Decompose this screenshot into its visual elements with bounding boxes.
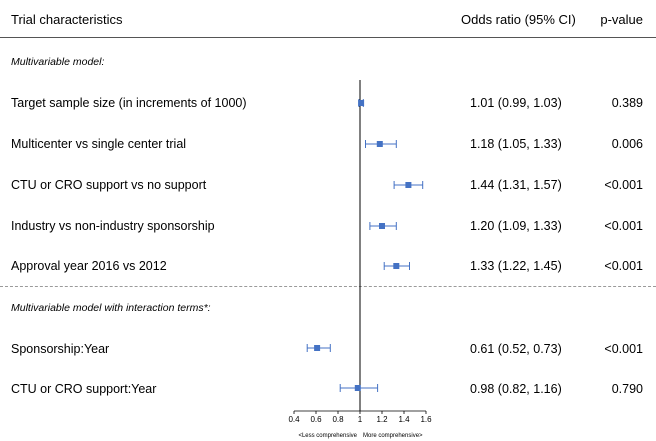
- row-label: CTU or CRO support:Year: [11, 382, 157, 396]
- row-label: Industry vs non-industry sponsorship: [11, 219, 215, 233]
- header-divider: [0, 37, 656, 38]
- x-axis-tick-label: 0.8: [332, 415, 344, 424]
- direction-label-left: <Less comprehensive: [298, 433, 357, 439]
- row-label: Sponsorship:Year: [11, 342, 110, 356]
- section-divider: [0, 286, 656, 287]
- row-p-value: <0.001: [604, 219, 643, 233]
- direction-label-right: More comprehensive>: [363, 433, 423, 439]
- point-estimate: [393, 263, 400, 269]
- row-p-value: <0.001: [604, 259, 643, 273]
- x-axis-tick-label: 1.4: [398, 415, 410, 424]
- row-odds-ratio: 1.44 (1.31, 1.57): [470, 178, 562, 192]
- header-p-value: p-value: [600, 12, 643, 27]
- x-axis-tick-label: 1: [358, 415, 363, 424]
- point-estimate: [376, 141, 383, 147]
- row-p-value: 0.389: [611, 96, 643, 110]
- row-label: Target sample size (in increments of 100…: [11, 96, 247, 110]
- section-interaction: Multivariable model with interaction ter…: [11, 302, 211, 314]
- row-odds-ratio: 0.98 (0.82, 1.16): [470, 382, 562, 396]
- row-odds-ratio: 0.61 (0.52, 0.73): [470, 342, 562, 356]
- row-p-value: 0.006: [611, 137, 643, 151]
- row-label: Multicenter vs single center trial: [11, 137, 187, 151]
- row-label: CTU or CRO support vs no support: [11, 178, 207, 192]
- row-label: Approval year 2016 vs 2012: [11, 259, 167, 273]
- row-odds-ratio: 1.20 (1.09, 1.33): [470, 219, 562, 233]
- point-estimate: [358, 100, 365, 106]
- row-odds-ratio: 1.18 (1.05, 1.33): [470, 137, 562, 151]
- header-odds-ratio: Odds ratio (95% CI): [461, 12, 576, 27]
- x-axis-tick-label: 1.6: [420, 415, 432, 424]
- point-estimate: [379, 223, 385, 229]
- section-multivariable: Multivariable model:: [11, 56, 105, 68]
- point-estimate: [354, 385, 361, 391]
- x-axis-tick-label: 1.2: [376, 415, 388, 424]
- x-axis-tick-label: 0.6: [310, 415, 322, 424]
- header-trial-characteristics: Trial characteristics: [11, 12, 123, 27]
- row-p-value: 0.790: [611, 382, 643, 396]
- point-estimate: [405, 182, 412, 188]
- row-odds-ratio: 1.01 (0.99, 1.03): [470, 96, 562, 110]
- row-odds-ratio: 1.33 (1.22, 1.45): [470, 259, 562, 273]
- point-estimate: [314, 345, 321, 351]
- row-p-value: <0.001: [604, 178, 643, 192]
- row-p-value: <0.001: [604, 342, 643, 356]
- x-axis-tick-label: 0.4: [288, 415, 300, 424]
